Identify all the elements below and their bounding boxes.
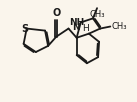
Text: CH₃: CH₃ — [89, 10, 105, 19]
Text: S: S — [21, 24, 28, 34]
Text: CH₃: CH₃ — [111, 22, 127, 31]
Text: NH: NH — [69, 18, 85, 27]
Text: N: N — [73, 23, 80, 32]
Text: H: H — [82, 24, 89, 33]
Text: O: O — [52, 8, 60, 18]
